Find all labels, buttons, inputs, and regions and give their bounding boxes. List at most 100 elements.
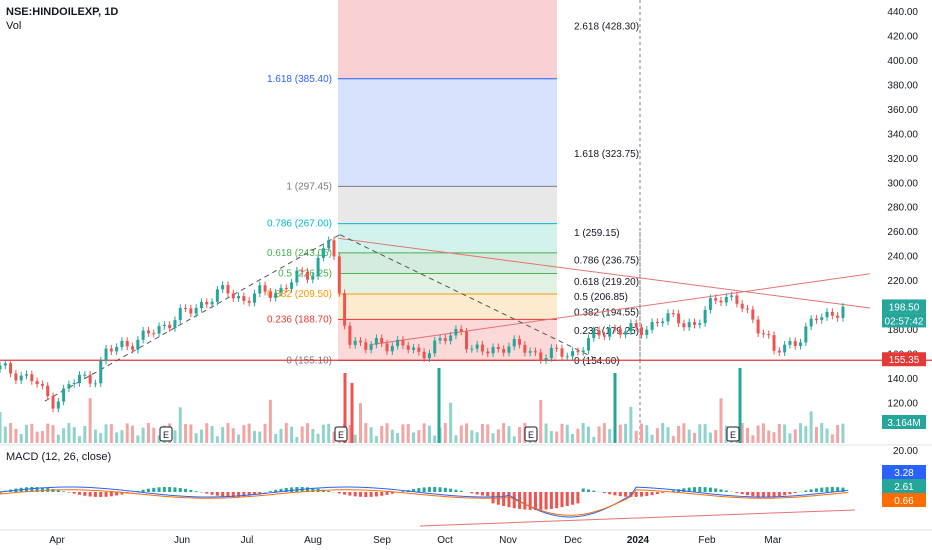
fib2-label-8: 0 (154.60) bbox=[574, 356, 620, 367]
volume-bar bbox=[714, 430, 718, 443]
macd-hist-bar bbox=[703, 487, 707, 492]
volume-bar bbox=[35, 431, 39, 443]
volume-bar bbox=[746, 427, 750, 443]
macd-hist-bar bbox=[470, 492, 474, 494]
candle-body bbox=[830, 311, 834, 316]
macd-hist-bar bbox=[528, 492, 532, 510]
candle-body bbox=[512, 339, 516, 347]
price-tick-15: 140.00 bbox=[887, 374, 918, 385]
candle-body bbox=[237, 296, 241, 299]
candle-body bbox=[83, 374, 87, 376]
fib1-label-7: 0 (155.10) bbox=[286, 356, 332, 367]
volume-bar bbox=[316, 433, 320, 443]
fib1-label-4: 0.5 (226.25) bbox=[278, 268, 332, 279]
macd-hist-bar bbox=[624, 492, 628, 497]
macd-hist-bar bbox=[735, 492, 739, 493]
macd-hist-bar bbox=[67, 492, 71, 493]
macd-hist-bar bbox=[194, 491, 198, 492]
candle-body bbox=[523, 344, 527, 353]
macd-hist-bar bbox=[385, 492, 389, 495]
candle-body bbox=[814, 318, 818, 321]
volume-bar bbox=[215, 436, 219, 443]
volume-bar bbox=[581, 423, 585, 443]
volume-axis-tick: 20.00 bbox=[893, 446, 918, 457]
macd-hist-bar bbox=[687, 487, 691, 492]
macd-hist-bar bbox=[825, 487, 829, 492]
volume-bar bbox=[751, 435, 755, 443]
volume-bar bbox=[412, 432, 416, 443]
volume-bar bbox=[571, 434, 575, 443]
candle-body bbox=[173, 320, 177, 329]
macd-hist-bar bbox=[178, 488, 182, 492]
volume-bar bbox=[173, 430, 177, 443]
candle-body bbox=[290, 282, 294, 289]
candle-body bbox=[719, 300, 723, 303]
macd-hist-bar bbox=[210, 492, 214, 495]
candle-body bbox=[470, 348, 474, 350]
macd-hist-bar bbox=[602, 492, 606, 494]
macd-hist-bar bbox=[449, 488, 453, 492]
fib-base-dash-1 bbox=[44, 234, 341, 402]
candle-body bbox=[836, 315, 840, 318]
volume-bar bbox=[645, 425, 649, 443]
candle-body bbox=[533, 351, 537, 353]
earnings-marker-1 bbox=[334, 426, 348, 442]
macd-hist-bar bbox=[146, 488, 150, 492]
volume-bar bbox=[56, 434, 60, 443]
macd-hist-bar bbox=[88, 492, 92, 497]
volume-bar bbox=[708, 432, 712, 443]
candle-body bbox=[518, 339, 522, 345]
candle-body bbox=[586, 338, 590, 351]
candle-body bbox=[767, 334, 771, 336]
volume-bar bbox=[401, 424, 405, 443]
volume-bar bbox=[496, 429, 500, 443]
candle-body bbox=[608, 328, 612, 337]
candle-body bbox=[374, 338, 378, 345]
macd-hist-bar bbox=[608, 492, 612, 495]
candle-body bbox=[353, 340, 357, 345]
candle-body bbox=[221, 285, 225, 290]
candle-body bbox=[597, 330, 601, 336]
candle-body bbox=[125, 340, 129, 347]
signal-badge: 2.61 bbox=[894, 482, 914, 493]
candle-body bbox=[576, 351, 580, 353]
volume-bar bbox=[799, 423, 803, 443]
macd-hist-bar bbox=[353, 492, 357, 497]
candle-body bbox=[162, 324, 166, 327]
macd-hist-bar bbox=[443, 487, 447, 492]
macd-hist-bar bbox=[761, 492, 765, 497]
trendline-up bbox=[369, 273, 871, 346]
fib-zone-1 bbox=[338, 78, 557, 187]
volume-bar bbox=[300, 426, 304, 443]
candle-body bbox=[475, 344, 479, 349]
macd-hist-bar bbox=[242, 492, 246, 497]
volume-bar bbox=[449, 402, 453, 443]
candle-body bbox=[141, 330, 145, 340]
fib2-label-0: 2.618 (428.30) bbox=[574, 21, 639, 32]
macd-hist-bar bbox=[205, 492, 209, 494]
volume-bar bbox=[703, 424, 707, 443]
candle-body bbox=[528, 351, 532, 353]
macd-hist-bar bbox=[157, 487, 161, 492]
candle-body bbox=[0, 365, 2, 370]
volume-bar bbox=[767, 430, 771, 443]
volume-bar bbox=[359, 403, 363, 443]
macd-hist-bar bbox=[655, 492, 659, 495]
volume-bar bbox=[724, 425, 728, 443]
price-tick-11: 220.00 bbox=[887, 276, 918, 287]
macd-hist-bar bbox=[571, 492, 575, 505]
macd-hist-bar bbox=[56, 490, 60, 492]
candle-body bbox=[783, 344, 787, 353]
volume-bar bbox=[761, 423, 765, 443]
time-label-9: Feb bbox=[698, 535, 716, 546]
volume-bar bbox=[178, 407, 182, 443]
time-label-8: 2024 bbox=[627, 535, 650, 546]
price-tick-10: 240.00 bbox=[887, 252, 918, 263]
macd-hist-bar bbox=[533, 492, 537, 510]
candle-body bbox=[491, 347, 495, 354]
candle-body bbox=[263, 285, 267, 292]
macd-hist-bar bbox=[841, 487, 845, 492]
volume-bar bbox=[88, 398, 92, 443]
volume-bar bbox=[475, 432, 479, 443]
